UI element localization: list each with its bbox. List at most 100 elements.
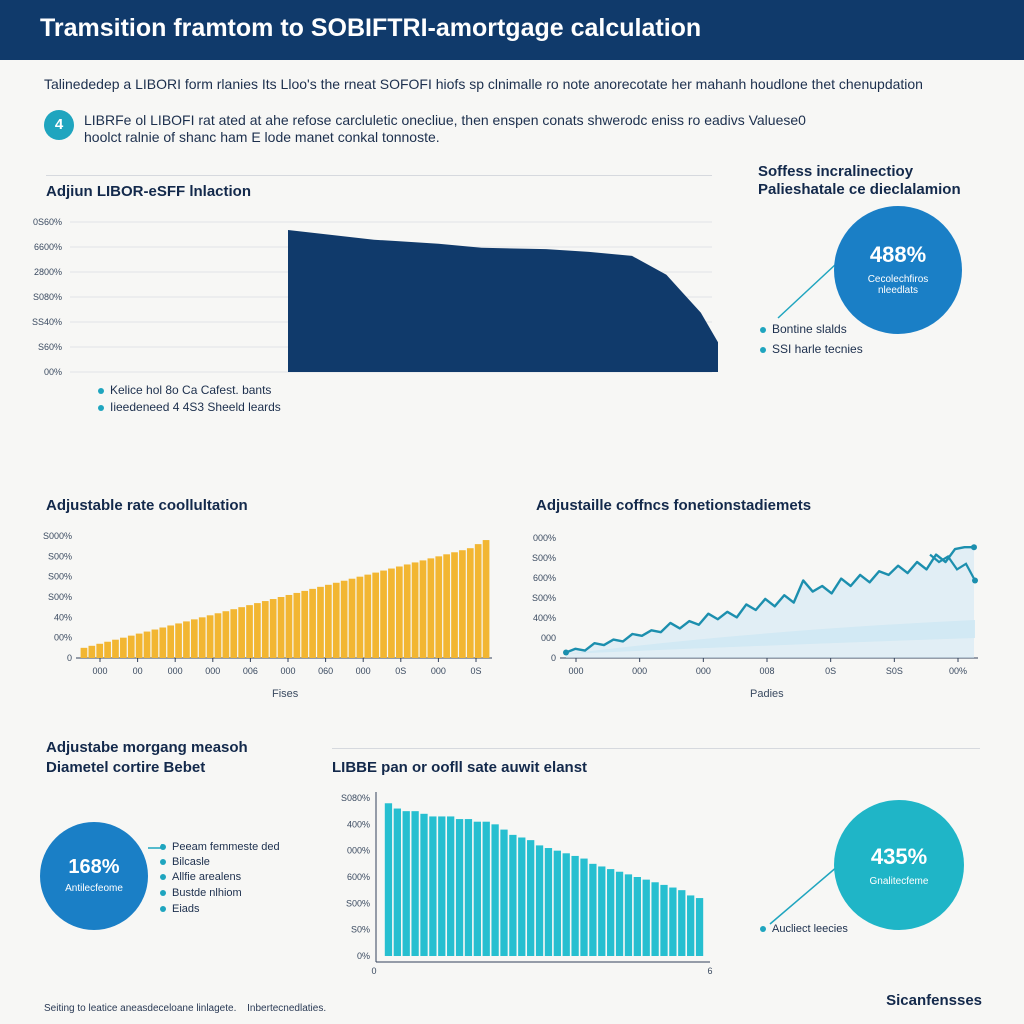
chart4-y-tick: S00% [346, 898, 370, 908]
panel-bl-legend-label: Allfie arealens [172, 871, 242, 883]
chart4-bar [669, 887, 677, 956]
chart2-x-tick: 060 [318, 666, 333, 676]
chart2-x-axis-label: Fises [272, 688, 299, 700]
chart4-bar [678, 890, 686, 956]
stat-circle: 168% Antilecfeome [40, 822, 148, 930]
chart2-x-tick: 000 [205, 666, 220, 676]
chart3-y-tick: 600% [533, 573, 556, 583]
chart4-bar [447, 816, 455, 956]
panel-bl-title-2: Diametel cortire Bebet [46, 759, 206, 776]
note-line-2: hoolct ralnie of shanc ham E lode manet … [84, 129, 440, 145]
chart2-bar [214, 613, 222, 658]
chart3-y-tick: 000% [533, 533, 556, 543]
chart2-x-tick: 0S [395, 666, 406, 676]
chart4-bar [429, 816, 437, 956]
chart2-bar [451, 552, 458, 658]
chart1-legend-item: Kelice hol 8o Ca Cafest. bants [98, 383, 271, 397]
chart4-bar [518, 837, 526, 956]
chart4-bar [598, 866, 606, 956]
panel-rt-connector-line [777, 263, 837, 319]
chart4-y-tick: 400% [347, 819, 370, 829]
chart2-bar [325, 584, 332, 658]
chart4-bar [687, 895, 695, 956]
chart1-y-tick: 6600% [34, 242, 62, 252]
stat-label-1: Cecolechfiros [867, 274, 929, 285]
chart4-bar [607, 869, 615, 956]
note-line-1: LIBRFe ol LIBOFI rat ated at ahe refose … [84, 112, 806, 128]
note-text: LIBRFe ol LIBOFI rat ated at ahe refose … [84, 112, 806, 146]
chart4-bar [544, 848, 553, 956]
chart3-x-axis-label: Padies [750, 688, 784, 700]
chart4-bar [624, 874, 633, 956]
chart3-point [972, 577, 978, 584]
chart2-x-tick: 00 [133, 666, 143, 676]
chart1-y-tick: 2800% [34, 267, 62, 277]
chart1-area [288, 230, 718, 372]
stat-label: Antilecfeome [65, 883, 123, 894]
intro-text: Talinededep a LIBORI form rlanies Its Ll… [44, 76, 923, 92]
chart3-x-tick: 000 [568, 666, 583, 676]
legend-dot-icon [760, 926, 766, 933]
chart2-bar [151, 629, 159, 658]
legend-dot-icon [160, 906, 166, 913]
chart3-x-tick: 00% [949, 666, 967, 676]
footer-note-2: Inbertecnedlaties. [247, 1003, 327, 1014]
chart1-legend-item: Iieedeneed 4 4S3 Sheeld leards [98, 400, 281, 414]
chart2-y-tick: 00% [54, 633, 72, 643]
chart3-point [971, 544, 977, 551]
chart2-bar [96, 643, 104, 658]
legend-dot-icon [160, 844, 166, 851]
chart2-bar [222, 611, 230, 658]
chart4-x-tick: 0 [371, 966, 376, 976]
chart4-title: LIBBE pan or oofll sate auwit elanst [332, 759, 588, 776]
chart1-y-tick: S080% [33, 292, 62, 302]
chart2-bar [190, 619, 198, 658]
legend-dot-icon [760, 346, 766, 353]
panel-br-connector-line [769, 865, 839, 925]
chart2-bar [395, 566, 403, 658]
footer-note-1: Seiting to leatice aneasdeceloane linlag… [44, 1003, 237, 1014]
chart3-y-tick: 400% [533, 613, 556, 623]
chart2-bar [135, 633, 143, 658]
chart3-title: Adjustaille coffncs fonetionstadiemets [536, 497, 812, 514]
chart4-bar [491, 824, 499, 956]
chart2-title: Adjustable rate coollultation [46, 497, 248, 514]
chart2-bar [230, 609, 238, 658]
chart2-bar [127, 635, 135, 658]
chart2-y-tick: S000% [43, 531, 72, 541]
chart3-y-tick: S00% [532, 593, 556, 603]
chart2-bar [293, 592, 301, 658]
chart2-bar [364, 574, 372, 658]
chart4-bar [455, 819, 464, 956]
chart3-series-line [565, 546, 974, 654]
chart2-bar [380, 570, 387, 658]
chart4-bar [464, 819, 473, 956]
chart4-x-tick: 6 [707, 966, 712, 976]
panel-bl-legend-item: Peeam femmeste ded [160, 841, 280, 853]
panel-rt-legend-item: Bontine slalds [760, 322, 847, 336]
chart4-bar [500, 829, 508, 956]
chart4-bar [695, 898, 704, 956]
chart4-bar [633, 877, 641, 956]
panel-br-legend-label: Aucliect leecies [772, 923, 848, 935]
header-bar: Tramsition framtom to SOBIFTRI-amortgage… [0, 0, 1024, 60]
panel-rt-title-2: Palieshatale ce dieclalamion [758, 181, 961, 198]
chart1-y-tick: S60% [38, 342, 62, 352]
section-divider [332, 748, 980, 749]
chart2-y-tick: 0 [67, 653, 72, 663]
chart1-y-tick: SS40% [32, 317, 62, 327]
chart2-bar [356, 576, 364, 658]
stat-circle: 488% Cecolechfiros nleedlats [834, 206, 962, 334]
chart2-bar [474, 544, 482, 658]
chart4-bar [660, 884, 668, 956]
chart4-bar [535, 845, 544, 956]
chart2-bar [277, 597, 285, 658]
chart2-bar [88, 645, 96, 658]
chart4-y-tick: 600% [347, 872, 370, 882]
chart2-x-tick: 000 [431, 666, 446, 676]
chart4-bar [482, 821, 490, 956]
chart1-y-tick: 0S60% [33, 217, 62, 227]
chart2-bar [104, 641, 111, 658]
chart2-y-tick: S00% [48, 551, 72, 561]
